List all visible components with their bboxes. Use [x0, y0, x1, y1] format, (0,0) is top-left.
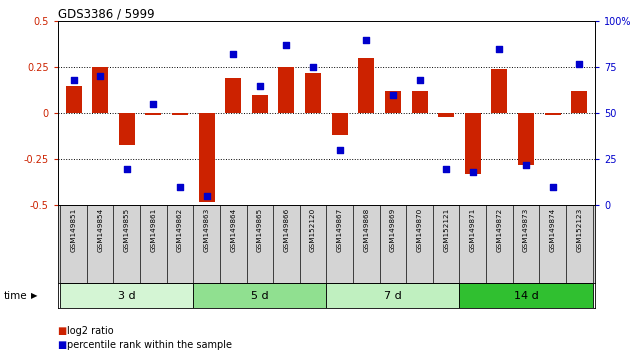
Bar: [65, 86, 81, 113]
Text: GSM149861: GSM149861: [150, 208, 156, 252]
Point: [521, 162, 531, 168]
Text: GSM149851: GSM149851: [70, 208, 77, 252]
Text: ▶: ▶: [31, 291, 37, 300]
Point: [122, 166, 132, 171]
Text: percentile rank within the sample: percentile rank within the sample: [67, 340, 232, 350]
Text: GSM149855: GSM149855: [124, 208, 130, 252]
Bar: [412, 91, 428, 113]
Text: GSM149874: GSM149874: [550, 208, 556, 252]
Bar: [438, 113, 454, 117]
Text: GSM149870: GSM149870: [417, 208, 422, 252]
Text: GSM149872: GSM149872: [497, 208, 502, 252]
Text: GSM149869: GSM149869: [390, 208, 396, 252]
Bar: [385, 91, 401, 113]
Point: [175, 184, 185, 190]
Bar: [332, 113, 348, 135]
Point: [468, 169, 478, 175]
Point: [388, 92, 398, 98]
Bar: [193, 283, 326, 308]
Text: GSM149871: GSM149871: [470, 208, 476, 252]
Point: [494, 46, 504, 52]
Text: ■: ■: [58, 340, 67, 350]
Bar: [119, 113, 135, 144]
Text: GSM149868: GSM149868: [364, 208, 369, 252]
Point: [308, 64, 318, 70]
Bar: [252, 95, 268, 113]
Bar: [326, 283, 460, 308]
Point: [335, 147, 345, 153]
Bar: [172, 113, 188, 115]
Bar: [465, 113, 481, 174]
Point: [282, 42, 292, 48]
Point: [255, 83, 265, 88]
Bar: [145, 113, 161, 115]
Bar: [92, 67, 108, 113]
Bar: [572, 91, 588, 113]
Point: [228, 52, 238, 57]
Text: GSM149867: GSM149867: [337, 208, 342, 252]
Text: 14 d: 14 d: [514, 291, 538, 301]
Text: GSM149866: GSM149866: [284, 208, 289, 252]
Text: GSM149862: GSM149862: [177, 208, 183, 252]
Text: log2 ratio: log2 ratio: [67, 326, 114, 336]
Point: [441, 166, 451, 171]
Point: [574, 61, 584, 67]
Bar: [358, 58, 374, 113]
Text: ■: ■: [58, 326, 67, 336]
Bar: [305, 73, 321, 113]
Bar: [518, 113, 534, 165]
Point: [415, 77, 425, 83]
Text: GSM149873: GSM149873: [523, 208, 529, 252]
Text: 5 d: 5 d: [251, 291, 269, 301]
Text: GSM152123: GSM152123: [576, 208, 582, 252]
Text: time: time: [3, 291, 27, 301]
Bar: [492, 69, 508, 113]
Point: [361, 37, 371, 42]
Bar: [545, 113, 561, 115]
Point: [202, 193, 212, 199]
Text: GSM152121: GSM152121: [443, 208, 449, 252]
Point: [95, 74, 106, 79]
Bar: [60, 283, 193, 308]
Text: 7 d: 7 d: [384, 291, 402, 301]
Bar: [460, 283, 593, 308]
Bar: [278, 67, 294, 113]
Bar: [198, 113, 214, 202]
Text: GDS3386 / 5999: GDS3386 / 5999: [58, 7, 154, 20]
Text: GSM149865: GSM149865: [257, 208, 263, 252]
Text: 3 d: 3 d: [118, 291, 136, 301]
Bar: [225, 78, 241, 113]
Point: [148, 101, 159, 107]
Point: [547, 184, 557, 190]
Text: GSM149863: GSM149863: [204, 208, 210, 252]
Text: GSM152120: GSM152120: [310, 208, 316, 252]
Text: GSM149854: GSM149854: [97, 208, 103, 252]
Text: GSM149864: GSM149864: [230, 208, 236, 252]
Point: [68, 77, 79, 83]
